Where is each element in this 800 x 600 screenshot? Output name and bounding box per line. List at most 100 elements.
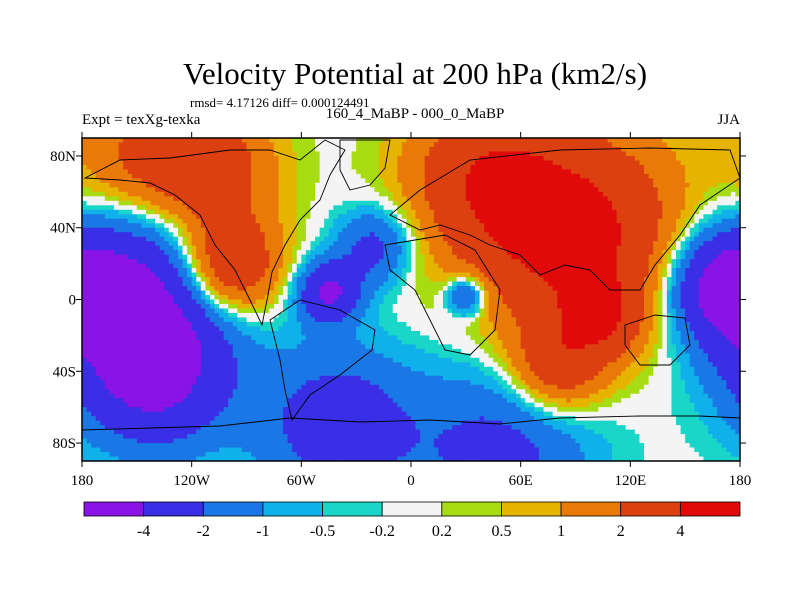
heatmap-cell — [209, 155, 216, 162]
heatmap-cell — [324, 335, 330, 341]
heatmap-cell — [269, 411, 275, 417]
heatmap-cell — [104, 263, 111, 269]
heatmap-cell — [177, 362, 184, 368]
heatmap-cell — [388, 142, 394, 148]
heatmap-cell — [136, 178, 142, 184]
heatmap-cell — [219, 402, 225, 408]
heatmap-cell — [196, 398, 202, 404]
heatmap-cell — [182, 362, 188, 368]
heatmap-cell — [187, 447, 193, 453]
heatmap-cell — [145, 146, 152, 153]
heatmap-cell — [123, 281, 129, 287]
heatmap-cell — [392, 375, 398, 381]
heatmap-cell — [310, 398, 316, 404]
heatmap-cell — [86, 447, 92, 453]
heatmap-cell — [228, 178, 234, 184]
heatmap-cell — [315, 142, 321, 148]
heatmap-cell — [324, 384, 330, 390]
heatmap-cell — [141, 362, 147, 368]
heatmap-cell — [251, 223, 257, 229]
heatmap-cell — [283, 456, 289, 461]
heatmap-cell — [360, 227, 366, 233]
heatmap-cell — [141, 164, 147, 171]
heatmap-cell — [251, 138, 257, 144]
heatmap-cell — [164, 357, 170, 363]
heatmap-cell — [296, 187, 302, 193]
heatmap-cell — [177, 420, 184, 426]
heatmap-cell — [315, 411, 321, 417]
heatmap-cell — [159, 303, 165, 310]
heatmap-cell — [328, 263, 334, 269]
heatmap-cell — [196, 326, 202, 332]
heatmap-cell — [177, 245, 184, 251]
heatmap-cell — [273, 155, 280, 162]
heatmap-cell — [173, 317, 179, 323]
heatmap-cell — [328, 339, 334, 345]
heatmap-cell — [82, 241, 88, 247]
heatmap-cell — [141, 227, 147, 233]
heatmap-cell — [315, 218, 321, 224]
heatmap-cell — [109, 218, 115, 224]
heatmap-cell — [315, 312, 321, 319]
heatmap-cell — [232, 425, 238, 431]
heatmap-cell — [379, 407, 385, 413]
heatmap-cell — [150, 250, 156, 256]
heatmap-cell — [187, 384, 193, 390]
heatmap-cell — [351, 344, 357, 350]
heatmap-cell — [214, 214, 220, 220]
heatmap-cell — [150, 151, 156, 157]
heatmap-cell — [264, 339, 270, 345]
heatmap-cell — [383, 335, 389, 341]
heatmap-cell — [155, 402, 161, 408]
heatmap-cell — [228, 295, 234, 301]
heatmap-cell — [191, 362, 197, 368]
heatmap-cell — [342, 393, 348, 399]
heatmap-cell — [82, 420, 88, 426]
heatmap-cell — [356, 254, 362, 260]
heatmap-cell — [301, 335, 307, 341]
heatmap-cell — [123, 330, 129, 336]
heatmap-cell — [278, 339, 284, 345]
heatmap-cell — [232, 362, 238, 368]
heatmap-cell — [136, 169, 142, 175]
heatmap-cell — [86, 205, 92, 211]
heatmap-cell — [269, 155, 275, 162]
heatmap-cell — [182, 182, 188, 188]
heatmap-cell — [342, 366, 348, 372]
heatmap-cell — [196, 362, 202, 368]
heatmap-cell — [388, 407, 394, 413]
heatmap-cell — [333, 173, 339, 179]
heatmap-cell — [283, 317, 289, 323]
heatmap-cell — [187, 223, 193, 229]
heatmap-cell — [118, 312, 124, 319]
heatmap-cell — [164, 277, 170, 283]
heatmap-cell — [118, 254, 124, 260]
heatmap-cell — [91, 429, 97, 435]
heatmap-cell — [113, 214, 120, 220]
heatmap-cell — [251, 308, 257, 314]
heatmap-cell — [383, 227, 389, 233]
heatmap-cell — [95, 366, 101, 372]
heatmap-cell — [328, 326, 334, 332]
heatmap-cell — [168, 402, 174, 408]
heatmap-cell — [164, 142, 170, 148]
heatmap-cell — [164, 138, 170, 144]
heatmap-cell — [356, 317, 362, 323]
heatmap-cell — [310, 425, 316, 431]
heatmap-cell — [287, 146, 293, 153]
heatmap-cell — [232, 232, 238, 238]
heatmap-cell — [237, 411, 243, 417]
heatmap-cell — [219, 357, 225, 363]
heatmap-cell — [168, 339, 174, 345]
heatmap-cell — [136, 389, 142, 395]
heatmap-cell — [168, 393, 174, 399]
heatmap-cell — [155, 160, 161, 166]
heatmap-cell — [374, 164, 380, 171]
heatmap-cell — [324, 272, 330, 278]
heatmap-cell — [127, 362, 133, 368]
heatmap-cell — [337, 200, 344, 206]
heatmap-cell — [374, 321, 380, 328]
heatmap-cell — [223, 380, 229, 386]
heatmap-cell — [214, 142, 220, 148]
heatmap-cell — [388, 389, 394, 395]
